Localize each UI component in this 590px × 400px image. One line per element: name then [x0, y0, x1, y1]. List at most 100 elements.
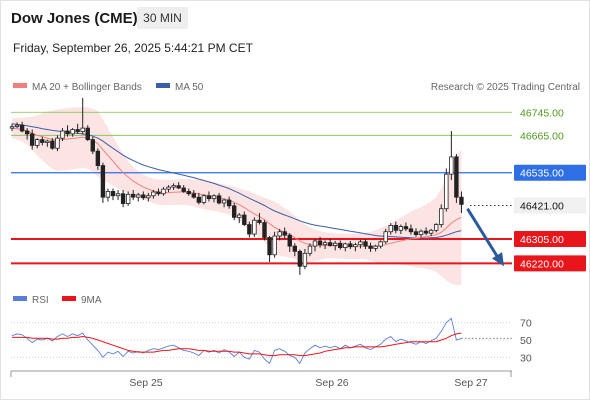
candle: [146, 192, 151, 202]
rsi-tick-label-2: 30: [520, 352, 532, 364]
candle: [398, 224, 404, 235]
chart-header: Dow Jones (CME) 30 MIN: [0, 0, 590, 36]
candle: [368, 242, 373, 252]
candle: [307, 243, 313, 257]
candle: [247, 221, 252, 238]
candle-body: [247, 224, 252, 235]
candle-body: [297, 250, 303, 267]
candle: [60, 128, 65, 142]
candle-body: [75, 129, 80, 132]
candle-body: [237, 214, 242, 218]
candle-body: [358, 241, 363, 246]
candle-body: [151, 191, 156, 197]
level-label-box-5: [514, 255, 586, 272]
candle: [110, 188, 116, 201]
candle: [302, 249, 308, 270]
candle-body: [156, 191, 161, 195]
candle-body: [428, 229, 434, 234]
rsi-ma-legend-label: 9MA: [81, 295, 102, 306]
rsi-pane: 70 50 30: [11, 317, 532, 364]
candle-body: [181, 187, 186, 192]
candle: [338, 240, 343, 250]
candle-body: [9, 126, 15, 129]
candle: [428, 228, 434, 237]
candle: [95, 148, 101, 170]
candle-body: [206, 195, 212, 200]
candle-body: [191, 193, 196, 198]
candle-body: [408, 228, 414, 233]
candle-body: [282, 231, 287, 236]
candle: [196, 192, 202, 205]
candle-body: [146, 195, 151, 199]
timeframe-badge[interactable]: 30 MIN: [137, 7, 188, 29]
candle: [216, 192, 222, 205]
bollinger-band: [12, 107, 462, 286]
candle-body: [368, 245, 373, 249]
candle-body: [327, 242, 333, 246]
candle: [125, 191, 131, 206]
candle-body: [80, 127, 85, 132]
candle: [171, 183, 176, 190]
x-tick-label-1: Sep 26: [315, 377, 348, 389]
level-label-0: 46745.00: [520, 107, 564, 119]
candle-body: [221, 199, 227, 204]
candle: [423, 227, 429, 236]
candle: [413, 228, 419, 237]
rsi-legend-label: RSI: [32, 295, 49, 306]
candle: [353, 242, 358, 252]
candle-body: [100, 165, 106, 198]
candle-body: [211, 195, 217, 200]
candle-body: [105, 191, 111, 198]
candle: [378, 240, 383, 249]
candle: [136, 192, 141, 202]
candle: [141, 191, 146, 201]
candle-body: [50, 140, 55, 149]
candle: [191, 190, 196, 199]
candle-body: [292, 245, 297, 252]
candle: [176, 182, 181, 190]
candle-body: [459, 196, 464, 205]
rsi-tick-label-0: 70: [520, 318, 532, 330]
rsi-legend-swatch: [13, 296, 27, 301]
candle-body: [45, 140, 50, 143]
candle: [55, 135, 60, 152]
x-tick-label-2: Sep 27: [454, 377, 487, 389]
candle: [403, 222, 409, 232]
candle-body: [24, 130, 30, 135]
candle: [343, 242, 348, 252]
ma20-legend-label: MA 20 + Bollinger Bands: [32, 82, 142, 93]
candle-body: [130, 193, 136, 198]
candle: [130, 190, 136, 201]
candle-body: [454, 156, 459, 198]
level-label-5: 46220.00: [520, 258, 564, 270]
candle-body: [312, 240, 318, 247]
candle-body: [433, 224, 439, 231]
x-axis-ticks: Sep 25 Sep 26 Sep 27: [129, 377, 487, 389]
candle: [252, 217, 257, 237]
candle: [65, 125, 70, 137]
candle-body: [383, 231, 388, 243]
candle: [181, 185, 186, 193]
candle-body: [439, 208, 444, 225]
candle-body: [29, 133, 35, 146]
candle-body: [226, 199, 232, 207]
candle: [19, 121, 25, 133]
candle: [151, 190, 156, 199]
candle-body: [262, 222, 267, 238]
ma50-legend-swatch: [156, 83, 170, 88]
candle-body: [348, 243, 353, 248]
candle: [317, 236, 323, 248]
candle-body: [413, 231, 419, 236]
candle: [327, 238, 333, 247]
candle: [459, 191, 464, 214]
candle: [358, 239, 363, 249]
candle-body: [141, 194, 146, 199]
level-label-2: 46535.00: [520, 168, 564, 180]
ma20-legend-swatch: [13, 83, 27, 88]
candle-body: [176, 185, 181, 189]
candle: [348, 240, 353, 250]
rsi-tick-label-1: 50: [520, 335, 532, 347]
candle: [100, 162, 106, 203]
